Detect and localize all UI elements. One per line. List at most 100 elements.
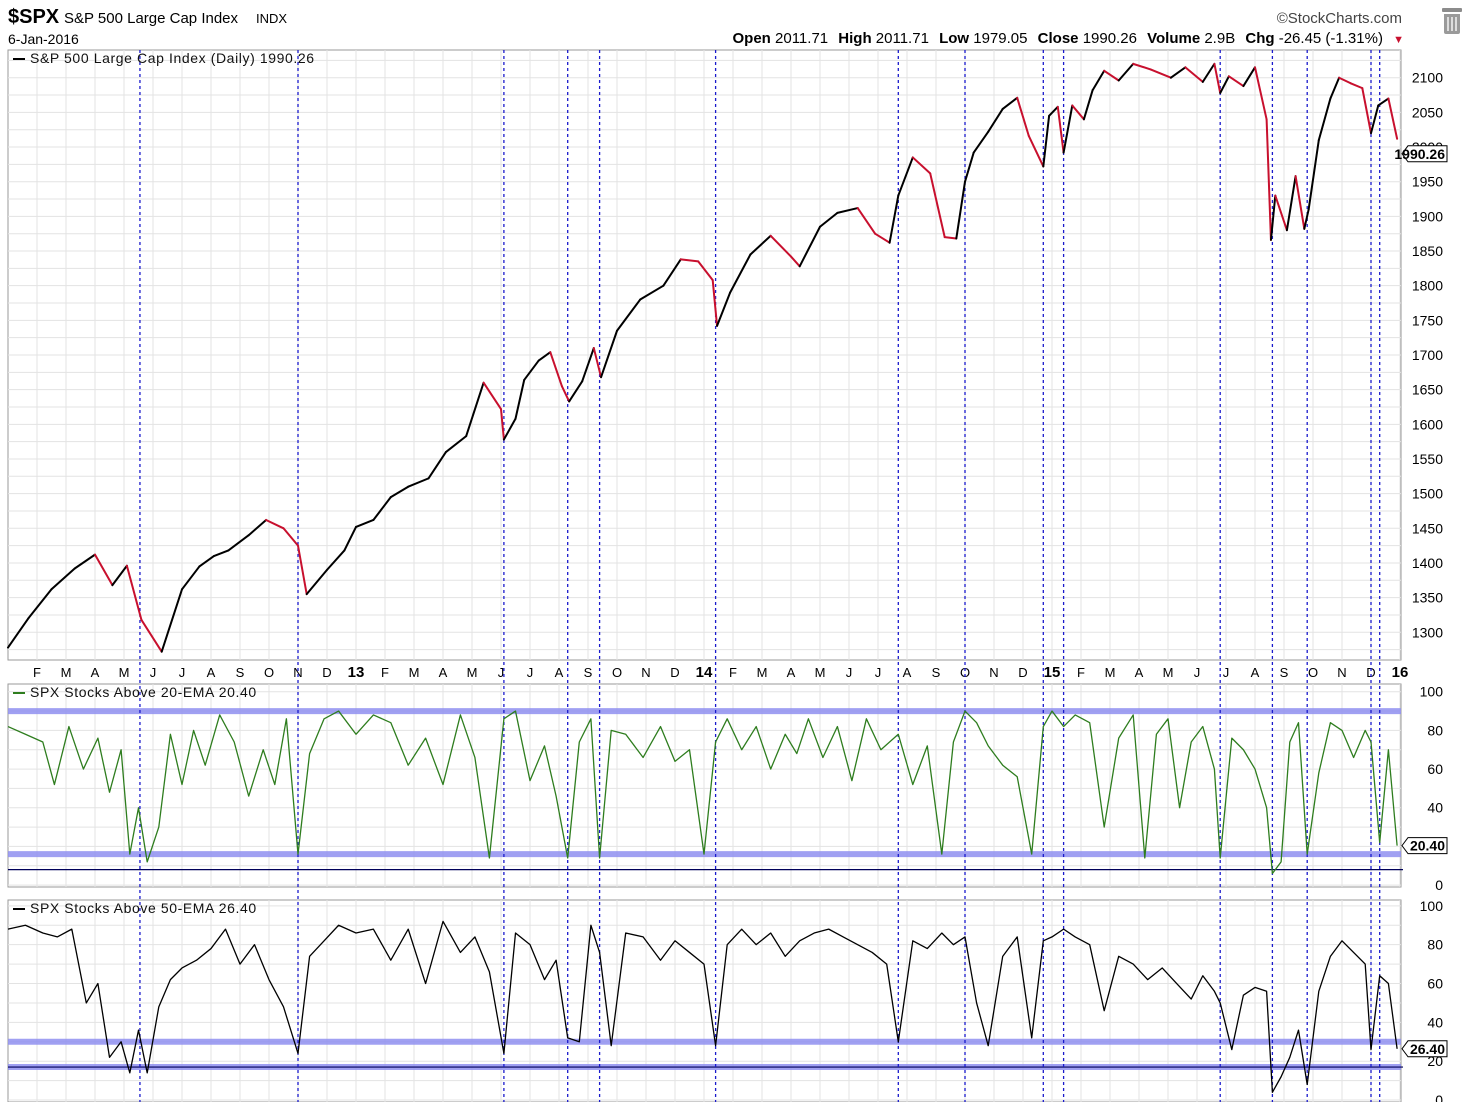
price-segment — [1201, 62, 1216, 83]
x-tick-label: M — [815, 665, 826, 680]
x-tick-label: M — [409, 665, 420, 680]
last-value-callout: 1990.26 — [1394, 145, 1448, 163]
price-segment — [616, 298, 642, 332]
y-tick-label: 1350 — [1412, 590, 1443, 606]
price-segment — [1227, 75, 1245, 88]
x-tick-label: O — [1308, 665, 1318, 680]
price-segment — [1317, 97, 1332, 142]
price-segment — [1361, 87, 1372, 135]
price-segment — [94, 553, 114, 587]
x-tick-label: J — [846, 665, 853, 680]
x-tick-label: M — [119, 665, 130, 680]
price-segment — [355, 518, 375, 528]
open-value: 2011.71 — [775, 30, 829, 47]
y-tick-label: 0 — [1435, 1092, 1443, 1102]
x-tick-label: M — [61, 665, 72, 680]
price-segment — [679, 258, 700, 263]
price-segment — [711, 279, 719, 327]
x-tick-label: J — [1194, 665, 1201, 680]
x-tick-label: O — [960, 665, 970, 680]
x-tick-label: J — [1223, 665, 1230, 680]
price-segment — [523, 359, 540, 381]
open-label: Open — [732, 30, 771, 47]
price-segment — [1117, 62, 1135, 82]
x-tick-label: J — [527, 665, 534, 680]
x-tick-label: 15 — [1044, 664, 1061, 681]
price-segment — [1274, 194, 1288, 232]
price-segment — [160, 588, 183, 653]
x-tick-label: F — [381, 665, 389, 680]
chg-down-arrow-icon: ▼ — [1393, 34, 1404, 46]
x-tick-label: D — [1366, 665, 1375, 680]
price-segment — [1219, 75, 1230, 94]
ticker-symbol: $SPX — [8, 6, 60, 28]
price-segment — [1048, 105, 1059, 117]
price-segment — [212, 549, 230, 558]
price-segment — [1349, 82, 1364, 90]
last-value-label: 1990.26 — [1394, 146, 1445, 162]
price-segment — [1387, 97, 1399, 140]
price-segment — [856, 207, 877, 235]
price-segment — [27, 588, 53, 620]
price-segment — [482, 381, 502, 411]
price-segment — [227, 534, 250, 552]
callout-box — [1401, 145, 1448, 163]
y-tick-label: 40 — [1427, 1014, 1443, 1030]
price-segment — [247, 518, 268, 537]
price-segment — [140, 618, 163, 653]
x-tick-label: 14 — [696, 664, 713, 681]
x-tick-label: S — [1280, 665, 1289, 680]
y-tick-label: 1600 — [1412, 416, 1443, 432]
low-value: 1979.05 — [973, 30, 1028, 47]
x-tick-label: F — [729, 665, 737, 680]
price-segment — [1016, 96, 1030, 137]
price-segment — [1042, 114, 1051, 168]
x-tick-label: N — [293, 665, 302, 680]
ema50-line — [7, 920, 1398, 1093]
price-segment — [1338, 76, 1352, 85]
price-segment — [305, 568, 328, 596]
price-segment — [568, 380, 584, 403]
legend-label: SPX Stocks Above 20-EMA 20.40 — [30, 684, 257, 700]
y-tick-label: 80 — [1427, 937, 1443, 953]
x-tick-label: S — [236, 665, 245, 680]
price-segment — [444, 435, 468, 454]
x-tick-label: N — [1337, 665, 1346, 680]
price-segment — [500, 408, 505, 441]
y-tick-label: 40 — [1427, 800, 1443, 816]
price-segment — [181, 565, 201, 591]
price-segment — [1269, 194, 1277, 241]
x-tick-label: D — [670, 665, 679, 680]
y-tick-label: 0 — [1435, 877, 1443, 893]
x-tick-label: A — [91, 665, 100, 680]
price-segment — [343, 525, 357, 552]
quote-summary: Open 2011.71 High 2011.71 Low 1979.05 Cl… — [733, 30, 1405, 47]
legend-label: S&P 500 Large Cap Index (Daily) 1990.26 — [30, 50, 315, 66]
price-segment — [1285, 175, 1297, 232]
chg-label: Chg — [1245, 30, 1275, 47]
price-segment — [465, 381, 485, 438]
legend-label: SPX Stocks Above 50-EMA 26.40 — [30, 900, 257, 916]
x-tick-label: O — [264, 665, 274, 680]
price-segment — [1062, 104, 1074, 154]
x-tick-label: 13 — [348, 664, 365, 681]
y-tick-label: 1700 — [1412, 347, 1443, 363]
x-tick-label: A — [207, 665, 216, 680]
x-tick-label: D — [322, 665, 331, 680]
y-tick-label: 1800 — [1412, 278, 1443, 294]
brand-label[interactable]: ©StockCharts.com — [1276, 10, 1402, 27]
price-segment — [1294, 175, 1306, 230]
price-segment — [427, 451, 447, 480]
y-tick-label: 2050 — [1412, 104, 1443, 120]
close-label: Close — [1037, 30, 1079, 47]
trash-icon[interactable] — [1440, 8, 1464, 36]
price-segment — [1265, 118, 1272, 241]
price-segment — [697, 260, 714, 282]
y-tick-label: 100 — [1420, 898, 1444, 914]
price-segment — [888, 194, 900, 244]
price-segment — [836, 207, 859, 214]
price-segment — [326, 549, 346, 571]
x-tick-label: A — [439, 665, 448, 680]
price-segment — [639, 284, 665, 301]
price-segment — [1377, 97, 1390, 107]
